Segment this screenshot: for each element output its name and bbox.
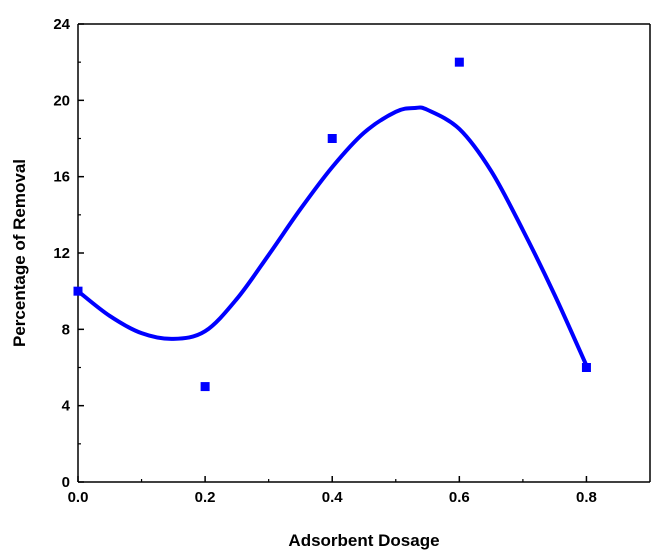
x-tick-label: 0.0 <box>68 489 89 506</box>
series-layer <box>73 57 591 392</box>
y-tick-label: 0 <box>62 474 70 491</box>
fit-curve-line <box>76 105 589 368</box>
y-tick-label: 16 <box>53 169 70 186</box>
x-tick-label: 0.4 <box>322 489 344 506</box>
y-tick-label: 8 <box>62 321 70 338</box>
y-ticks: 0 4 8 12 16 20 24 <box>53 16 84 491</box>
data-point-square <box>454 57 464 67</box>
x-tick-label: 0.6 <box>449 489 470 506</box>
data-point-square <box>327 134 337 143</box>
x-axis-title: Adsorbent Dosage <box>288 531 439 550</box>
data-point-square <box>581 363 591 372</box>
y-tick-label: 20 <box>53 92 70 109</box>
data-point-square <box>200 382 210 392</box>
y-tick-label: 24 <box>53 16 70 33</box>
y-tick-label: 12 <box>53 245 70 262</box>
x-tick-label: 0.8 <box>576 489 597 506</box>
y-axis-title: Percentage of Removal <box>10 159 29 347</box>
y-tick-label: 4 <box>62 398 71 415</box>
plot-frame <box>77 23 651 483</box>
data-point-square <box>73 286 83 296</box>
x-ticks: 0.0 0.2 0.4 0.6 0.8 <box>68 476 597 506</box>
x-tick-label: 0.2 <box>195 489 216 506</box>
